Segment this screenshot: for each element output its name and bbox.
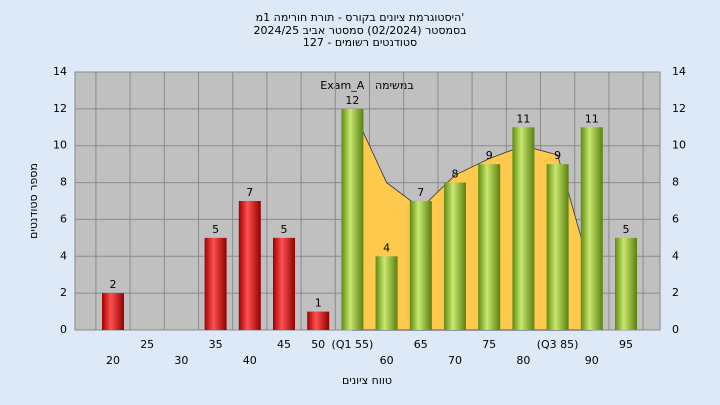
x-tick-label: 30: [174, 354, 188, 367]
value-label: 1: [315, 297, 322, 310]
chart-subtitle: סטודנטים רשומים - 127: [303, 36, 417, 49]
chart-title: 'היסטוגרמת ציונים בקורס - תורת חורימה 1מ: [256, 11, 465, 24]
y-tick-label: 6: [60, 212, 67, 225]
y2-tick-label: 4: [672, 249, 679, 262]
bar: [273, 237, 295, 330]
bar: [307, 311, 330, 330]
y-axis-label: מספר סטודנטים: [27, 163, 40, 239]
y-tick-label: 14: [53, 65, 67, 78]
value-label: 8: [452, 168, 459, 181]
bar: [580, 127, 603, 331]
value-label: 9: [486, 149, 493, 162]
y2-tick-label: 8: [672, 176, 679, 189]
y-tick-label: 2: [60, 286, 67, 299]
bar: [409, 201, 432, 330]
y2-tick-label: 6: [672, 212, 679, 225]
x-tick-label: (Q1 55): [332, 338, 374, 351]
y2-tick-label: 12: [672, 102, 686, 115]
chart-subtitle: בסמסטר (02/2024) סמסטר אביב 2024/25: [253, 24, 466, 37]
bar: [615, 237, 637, 330]
x-tick-label: 35: [209, 338, 223, 351]
y2-tick-label: 2: [672, 286, 679, 299]
y-tick-label: 4: [60, 249, 67, 262]
x-tick-label: 60: [380, 354, 394, 367]
value-label: 12: [345, 94, 359, 107]
annotation: Exam_A : במשימה: [320, 79, 413, 92]
value-label: 7: [417, 186, 424, 199]
x-tick-label: 40: [243, 354, 257, 367]
value-label: 7: [246, 186, 253, 199]
bar: [375, 256, 398, 330]
y-tick-label: 12: [53, 102, 67, 115]
x-tick-label: 50: [311, 338, 325, 351]
bar: [238, 201, 261, 330]
x-tick-label: 20: [106, 354, 120, 367]
value-label: 5: [212, 223, 219, 236]
bar: [341, 108, 364, 330]
value-label: 5: [623, 223, 630, 236]
x-tick-label: 80: [516, 354, 530, 367]
x-tick-label: 45: [277, 338, 291, 351]
y2-tick-label: 14: [672, 65, 686, 78]
x-tick-label: 95: [619, 338, 633, 351]
x-tick-label: 75: [482, 338, 496, 351]
bar: [204, 237, 227, 330]
y2-tick-label: 0: [672, 323, 679, 336]
x-axis-label: טווח ציונים: [342, 374, 392, 387]
bar: [444, 182, 466, 330]
value-label: 2: [110, 278, 117, 291]
bar: [512, 127, 535, 331]
x-tick-label: (Q3 85): [537, 338, 579, 351]
value-label: 11: [585, 112, 599, 125]
y-tick-label: 0: [60, 323, 67, 336]
x-tick-label: 65: [414, 338, 428, 351]
value-label: 4: [383, 241, 390, 254]
y2-tick-label: 10: [672, 139, 686, 152]
x-tick-label: 25: [140, 338, 154, 351]
bar: [102, 293, 124, 330]
value-label: 5: [281, 223, 288, 236]
value-label: 11: [516, 112, 530, 125]
y-tick-label: 8: [60, 176, 67, 189]
x-tick-label: 70: [448, 354, 462, 367]
y-tick-label: 10: [53, 139, 67, 152]
value-label: 9: [554, 149, 561, 162]
x-tick-label: 90: [585, 354, 599, 367]
bar: [546, 164, 569, 330]
bar: [478, 164, 501, 330]
